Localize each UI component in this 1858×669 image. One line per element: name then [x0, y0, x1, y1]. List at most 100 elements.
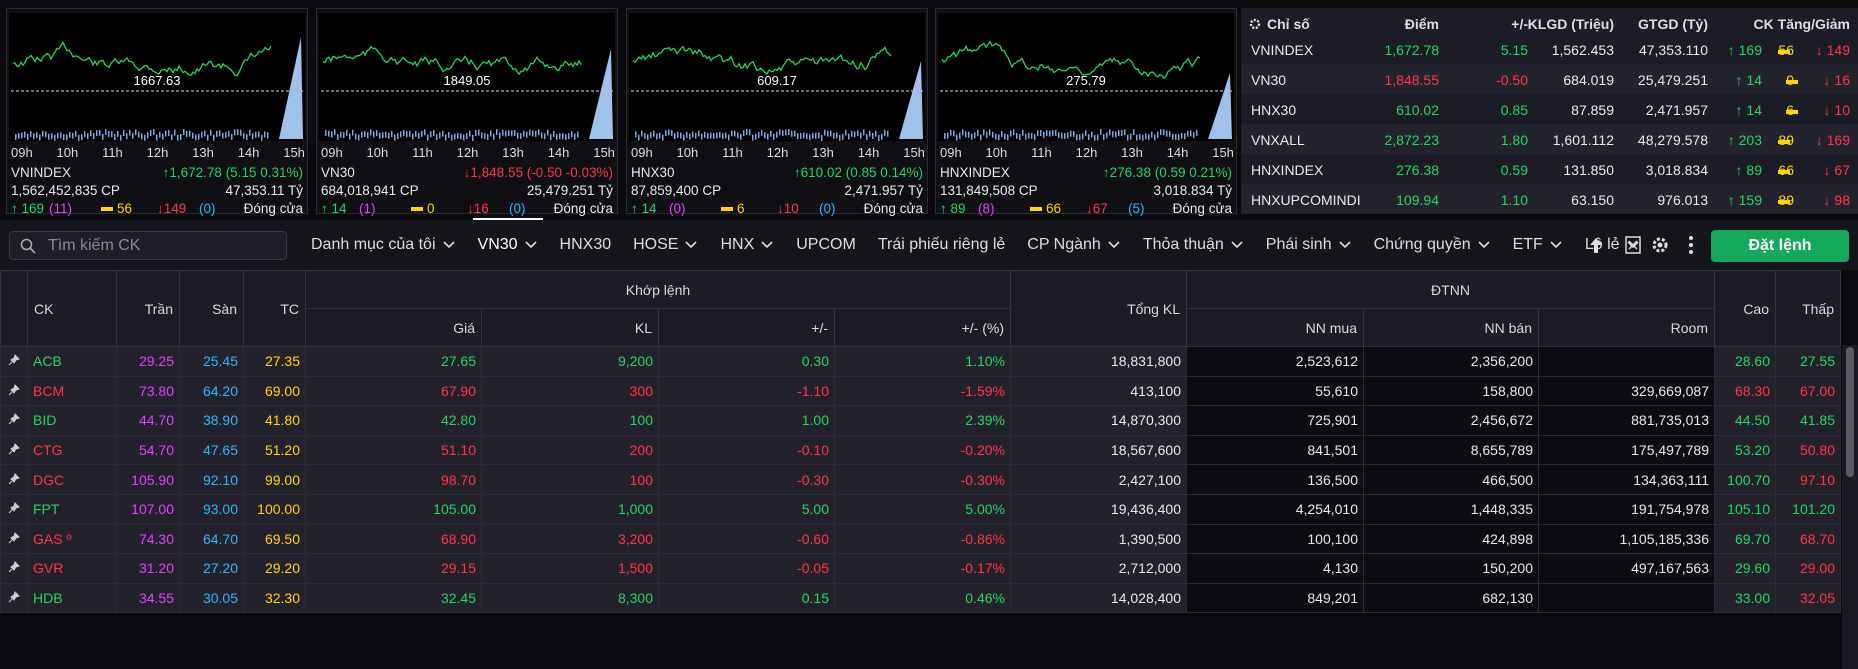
- index-row[interactable]: VNINDEX 1,672.78 5.15 1,562.453 47,353.110 ↑ …: [1241, 34, 1858, 64]
- volume-bar: [1148, 134, 1150, 141]
- volume-bar: [39, 134, 41, 141]
- stock-row[interactable]: FPT 107.00 93.00 100.00 105.00 1,000 5.00 5.00%…: [0, 493, 1841, 525]
- volume-bar: [231, 133, 233, 140]
- market-tab[interactable]: HNX30: [549, 220, 623, 270]
- index-row[interactable]: HNX30 610.02 0.85 87.859 2,471.957 ↑ 14 6 ↓ 10: [1241, 94, 1858, 124]
- volume-bar: [830, 130, 832, 137]
- index-row[interactable]: HNXUPCOMINDI 109.94 1.10 63.150 976.013 ↑ 159…: [1241, 184, 1858, 214]
- volume-bar: [944, 133, 946, 140]
- stock-row[interactable]: BCM 73.80 64.20 69.00 67.90 300 -1.10 -1.59% 413…: [0, 375, 1841, 407]
- stock-row[interactable]: HDB 34.55 30.05 32.30 32.45 8,300 0.15 0.46% 14,…: [0, 582, 1841, 614]
- board-cell: GAS º: [27, 523, 117, 555]
- volume-bar: [415, 130, 417, 137]
- pin-icon[interactable]: [8, 561, 20, 573]
- index-row[interactable]: HNXINDEX 276.38 0.59 131.850 3,018.834 ↑ 89 66…: [1241, 154, 1858, 184]
- pin-icon[interactable]: [8, 443, 20, 455]
- market-tab[interactable]: VN30: [467, 218, 549, 270]
- pin-cell[interactable]: [0, 346, 28, 377]
- board-cell: 27.65: [305, 346, 482, 377]
- stock-row[interactable]: CTG 54.70 47.65 51.20 51.10 200 -0.10 -0.20% 18,…: [0, 434, 1841, 466]
- pin-cell[interactable]: [0, 582, 28, 614]
- stock-row[interactable]: DGC 105.90 92.10 99.00 98.70 100 -0.30 -0.30% 2,…: [0, 464, 1841, 495]
- pin-icon[interactable]: [8, 591, 20, 603]
- volume-bar: [108, 130, 110, 137]
- market-tab[interactable]: UPCOM: [785, 220, 867, 270]
- market-tab[interactable]: Trái phiếu riêng lẻ: [867, 220, 1016, 270]
- pin-cell[interactable]: [0, 405, 28, 436]
- pin-cell[interactable]: [0, 553, 28, 584]
- index-name[interactable]: HNX30: [631, 165, 675, 180]
- volume-bar: [448, 131, 450, 138]
- board-cell: 29.15: [305, 553, 482, 584]
- volume-bar: [355, 133, 357, 140]
- flat-value: 56: [117, 201, 133, 216]
- board-cell: -1.59%: [834, 375, 1011, 407]
- volume-bar: [689, 133, 691, 140]
- volume-bar: [674, 133, 676, 140]
- market-tab[interactable]: HOSE: [622, 220, 709, 270]
- toolbar-icons[interactable]: [1586, 234, 1736, 256]
- market-tab[interactable]: Danh mục của tôi: [300, 220, 467, 270]
- market-tab[interactable]: CP Ngành: [1016, 220, 1132, 270]
- settings-icon[interactable]: [1249, 18, 1261, 30]
- market-tab[interactable]: Chứng quyền: [1363, 220, 1502, 270]
- pin-cell[interactable]: [0, 523, 28, 555]
- gear: [1249, 18, 1261, 30]
- pin-icon[interactable]: [8, 383, 20, 396]
- time-label: 14h: [1166, 145, 1189, 160]
- search-box[interactable]: Tìm kiếm CK: [9, 231, 287, 260]
- volume-bar: [770, 130, 772, 137]
- pin-icon[interactable]: [8, 354, 20, 366]
- volume-bar: [487, 133, 489, 140]
- volume-bar: [1025, 133, 1027, 140]
- volume-bar: [1082, 133, 1084, 140]
- stock-row[interactable]: BID 44.70 38.90 41.80 42.80 100 1.00 2.39% 14,87…: [0, 405, 1841, 436]
- pin-cell[interactable]: [0, 375, 28, 407]
- volume-bar: [159, 131, 161, 138]
- pin-icon[interactable]: [8, 472, 20, 485]
- scrollbar[interactable]: [1842, 345, 1858, 669]
- index-name[interactable]: HNXINDEX: [940, 165, 1010, 180]
- volume-bar: [445, 134, 447, 141]
- index-cell: ↑ 14: [1736, 72, 1762, 88]
- chart-bg: [629, 13, 925, 141]
- pin-icon[interactable]: [8, 531, 20, 544]
- volume-bar: [538, 129, 540, 136]
- index-name[interactable]: VN30: [321, 165, 355, 180]
- value: 2,471.957 Tỷ: [844, 183, 923, 198]
- flat-value: 0: [427, 201, 435, 216]
- volume-bar: [436, 134, 438, 141]
- cell-text: 109.94: [1396, 192, 1439, 208]
- index-row[interactable]: VNXALL 2,872.23 1.80 1,601.112 48,279.578 ↑ 2…: [1241, 124, 1858, 154]
- volume-bar: [989, 129, 991, 136]
- index-row[interactable]: VN30 1,848.55 -0.50 684.019 25,479.251 ↑ 14 0 ↓…: [1241, 64, 1858, 94]
- volume-bar: [776, 131, 778, 138]
- index-change: ↓1,848.55 (-0.50 -0.03%): [463, 165, 613, 180]
- flat-count: 0: [411, 201, 435, 216]
- market-tab[interactable]: Lô lẻ: [1574, 220, 1651, 270]
- order-button[interactable]: Đặt lệnh: [1711, 230, 1849, 262]
- pin-icon[interactable]: [8, 502, 20, 514]
- tab-label: VN30: [477, 236, 518, 253]
- market-tab[interactable]: ETF: [1502, 220, 1574, 270]
- market-tab[interactable]: HNX: [709, 220, 785, 270]
- market-tab[interactable]: Phái sinh: [1255, 220, 1363, 270]
- pin-cell[interactable]: [0, 464, 28, 495]
- time-label: 10h: [56, 145, 79, 160]
- board-cell: 150,200: [1363, 553, 1539, 584]
- stock-row[interactable]: ACB 29.25 25.45 27.35 27.65 9,200 0.30 1.10% 18,…: [0, 346, 1841, 377]
- volume: 1,562,452,835 CP: [11, 183, 120, 198]
- volume-bar: [201, 131, 203, 138]
- pin-cell[interactable]: [0, 434, 28, 466]
- market-tab[interactable]: Thỏa thuận: [1132, 220, 1255, 270]
- pin-icon[interactable]: [8, 413, 20, 425]
- volume-bar: [156, 134, 158, 141]
- board-cell: 1,500: [481, 553, 659, 584]
- cell-text: 2,471.957: [1645, 102, 1708, 118]
- board-cell: 1,448,335: [1363, 493, 1539, 525]
- pin-cell[interactable]: [0, 493, 28, 525]
- stock-row[interactable]: GAS º 74.30 64.70 69.50 68.90 3,200 -0.60 -0.86…: [0, 523, 1841, 555]
- stock-row[interactable]: GVR 31.20 27.20 29.20 29.15 1,500 -0.05 -0.17% 2…: [0, 553, 1841, 584]
- cell-text: 1.80: [1500, 132, 1528, 148]
- index-name[interactable]: VNINDEX: [11, 165, 72, 180]
